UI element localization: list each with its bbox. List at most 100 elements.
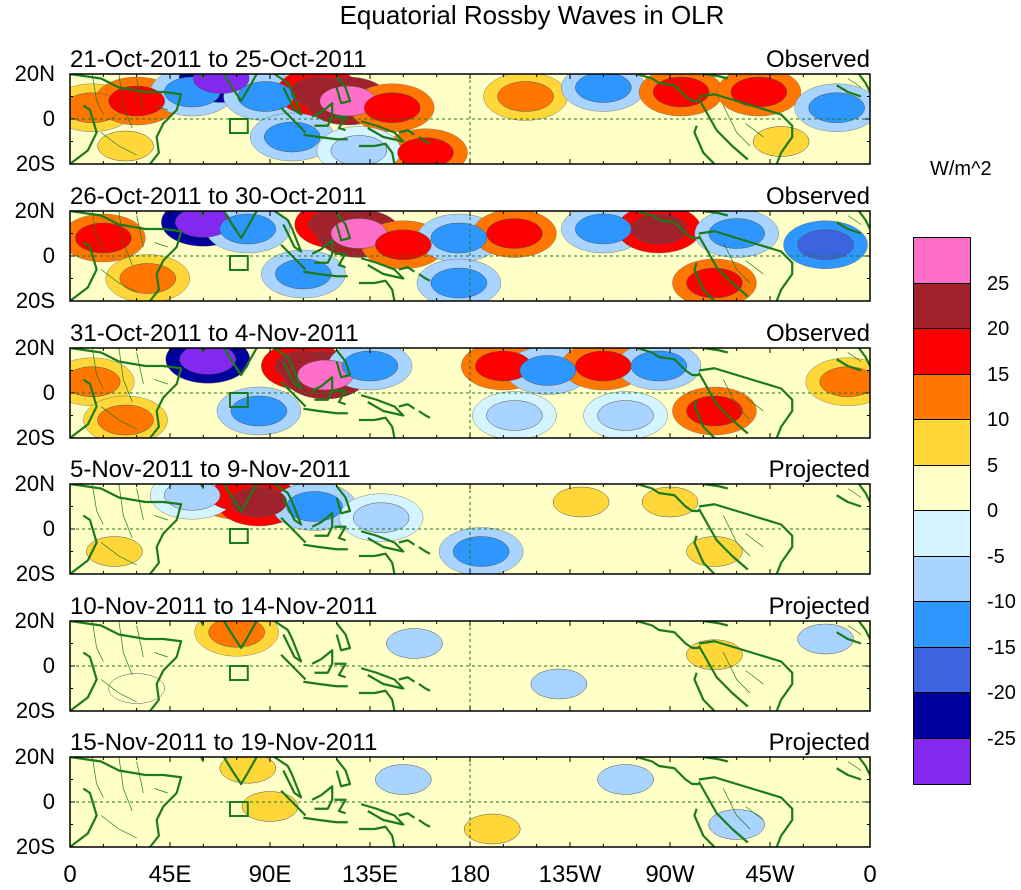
- colorbar-swatch: [914, 329, 970, 375]
- country-border: [136, 625, 144, 658]
- coastline: [311, 649, 334, 674]
- colorbar-swatch: [914, 738, 970, 784]
- coastline: [70, 651, 98, 711]
- coastline: [303, 407, 348, 415]
- country-border: [745, 260, 764, 275]
- y-tick-label: 0: [42, 789, 55, 814]
- country-border: [723, 379, 751, 421]
- colorbar-label: 15: [987, 363, 1010, 386]
- coastline: [335, 758, 352, 788]
- coastline: [358, 552, 396, 574]
- country-border: [136, 761, 144, 794]
- coastline: [358, 416, 396, 438]
- anomaly-cell: [97, 404, 154, 436]
- anomaly-cell: [575, 74, 632, 103]
- country-border: [847, 352, 862, 362]
- colorbar-label: -10: [987, 591, 1016, 613]
- coastline: [335, 75, 352, 105]
- country-border: [847, 488, 862, 498]
- map-panel: 5-Nov-2011 to 9-Nov-2011 Projected 20N 0 20S: [0, 456, 900, 585]
- coastline: [360, 257, 405, 280]
- anomaly-cell: [108, 85, 165, 117]
- coastline: [358, 825, 396, 847]
- colorbar-swatch: [914, 374, 970, 420]
- panel-status: Observed: [765, 183, 870, 210]
- coastline: [334, 252, 347, 269]
- country-border: [723, 242, 751, 284]
- coastline: [334, 525, 347, 542]
- country-border: [100, 406, 137, 430]
- coastline: [70, 104, 98, 164]
- country-border: [91, 621, 104, 662]
- panel-date-range: 26-Oct-2011 to 30-Oct-2011: [70, 183, 367, 210]
- coastline: [358, 142, 396, 164]
- anomaly-cell: [486, 400, 543, 431]
- coastline: [280, 106, 307, 134]
- y-tick-label: 20S: [15, 834, 55, 859]
- country-border: [100, 542, 137, 566]
- coastline: [418, 683, 431, 692]
- anomaly-cell: [352, 502, 410, 533]
- coastline: [311, 102, 334, 127]
- panel-date-range: 31-Oct-2011 to 4-Nov-2011: [70, 320, 359, 347]
- coastline: [697, 508, 749, 571]
- coastline: [334, 389, 347, 406]
- coastline: [636, 348, 699, 377]
- colorbar-swatch: [914, 647, 970, 693]
- coastline: [280, 653, 307, 681]
- coastline: [70, 211, 183, 301]
- coastline: [222, 757, 258, 786]
- coastline: [185, 348, 205, 353]
- anomaly-cell: [530, 668, 588, 700]
- country-border: [154, 379, 168, 385]
- colorbar-swatch: [914, 420, 970, 466]
- coastline: [303, 543, 348, 551]
- anomaly-cell: [708, 218, 765, 249]
- country-border: [847, 78, 862, 88]
- country-border: [745, 123, 764, 138]
- coastline: [311, 512, 334, 537]
- coastline: [636, 74, 699, 103]
- coastline: [858, 484, 870, 503]
- country-border: [847, 761, 862, 771]
- map-panel: 10-Nov-2011 to 14-Nov-2011 Projected 20N 0 2…: [0, 593, 900, 722]
- anomaly-cell: [686, 639, 743, 670]
- coastline: [70, 621, 183, 711]
- colorbar-swatch: [914, 602, 970, 648]
- coastline: [698, 93, 794, 164]
- y-tick-label: 20N: [14, 61, 55, 86]
- anomaly-cell: [97, 130, 154, 162]
- y-tick-label: 20S: [15, 425, 55, 450]
- coastline: [185, 757, 205, 762]
- coastline: [693, 262, 716, 301]
- anomaly-cell: [237, 81, 294, 112]
- panel-status: Projected: [768, 593, 870, 620]
- colorbar-swatch: [914, 465, 970, 511]
- country-border: [91, 348, 104, 389]
- panel-date-range: 5-Nov-2011 to 9-Nov-2011: [70, 456, 351, 483]
- map-panel: 26-Oct-2011 to 30-Oct-2011 Observed 20N 0 20…: [0, 183, 900, 312]
- coastline: [311, 239, 334, 264]
- country-border: [154, 788, 168, 794]
- country-border: [100, 679, 137, 703]
- coastline: [303, 270, 348, 278]
- coastline: [280, 789, 307, 817]
- coastline: [698, 776, 794, 847]
- coastline: [273, 211, 303, 253]
- y-tick-label: 0: [42, 380, 55, 405]
- country-border: [136, 352, 144, 385]
- colorbar-label: -15: [987, 636, 1016, 659]
- olr-map: [69, 756, 871, 848]
- coastline: [697, 372, 749, 435]
- coastline: [70, 484, 183, 574]
- anomaly-cell: [808, 92, 865, 123]
- coastline: [836, 494, 862, 508]
- anomaly-cell: [70, 366, 121, 397]
- anomaly-cell: [119, 263, 177, 294]
- y-tick-label: 0: [42, 106, 55, 131]
- coastline: [303, 680, 348, 688]
- coastline: [273, 74, 303, 116]
- coastline: [335, 212, 352, 242]
- coastline: [360, 667, 405, 690]
- country-border: [100, 132, 137, 156]
